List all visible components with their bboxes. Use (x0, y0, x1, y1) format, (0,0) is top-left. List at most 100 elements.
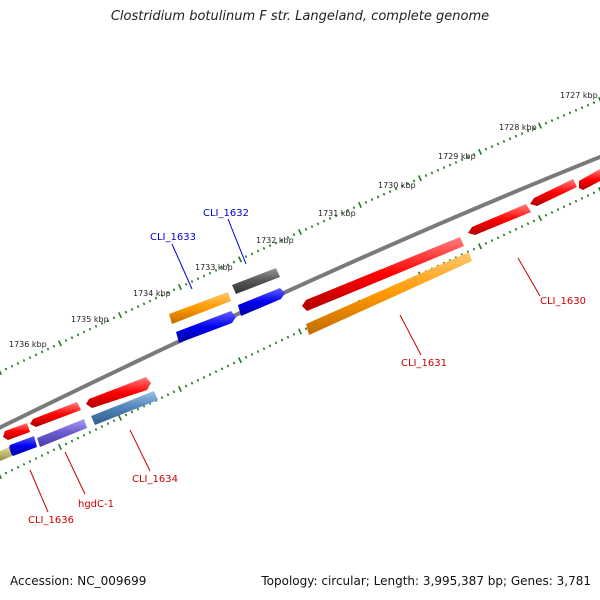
outer-scale-minor-tick (46, 347, 50, 351)
outer-scale-minor-tick (64, 339, 68, 342)
leader-cli1631 (399, 314, 422, 356)
outer-scale-minor-tick (274, 241, 278, 245)
inner-scale-minor-tick (514, 227, 518, 231)
inner-scale-minor-tick (166, 393, 170, 397)
outer-scale-minor-tick (286, 236, 290, 239)
gene-label-cli1632[interactable]: CLI_1632 (203, 208, 249, 219)
gene-label-cli1630[interactable]: CLI_1630 (540, 296, 586, 307)
inner-scale-minor-tick (280, 338, 284, 342)
outer-scale-minor-tick (28, 356, 32, 360)
outer-scale-minor-tick (34, 353, 38, 357)
gene-red-upper-3[interactable] (302, 237, 464, 311)
inner-scale-minor-tick (484, 241, 488, 245)
outer-scale-minor-tick (4, 367, 8, 371)
inner-scale-minor-tick (268, 344, 272, 348)
inner-scale-major-tick (537, 214, 543, 222)
inner-scale-minor-tick (220, 367, 224, 371)
inner-scale-minor-tick (274, 341, 278, 345)
inner-scale-major-tick (117, 414, 123, 421)
scale-label-1735: 1735 kbp (71, 315, 109, 324)
outer-scale-minor-tick (184, 282, 188, 286)
scale-label-1736: 1736 kbp (9, 340, 47, 349)
gene-label-cli1636[interactable]: CLI_1636 (28, 515, 74, 526)
outer-scale-minor-tick (532, 126, 536, 130)
inner-scale-minor-tick (190, 381, 194, 385)
inner-scale-minor-tick (4, 471, 8, 475)
outer-scale-minor-tick (586, 103, 590, 107)
outer-scale-minor-tick (262, 246, 266, 250)
gene-blue-upper[interactable] (238, 288, 285, 316)
inner-scale-minor-tick (556, 208, 560, 212)
label-leader-lines (29, 218, 541, 513)
outer-scale-minor-tick (484, 147, 488, 151)
outer-scale-minor-tick (82, 330, 86, 334)
outer-scale-minor-tick (520, 132, 524, 136)
inner-scale-minor-tick (574, 199, 578, 203)
inner-scale-minor-tick (292, 332, 296, 336)
gene-label-hgdc1[interactable]: hgdC-1 (78, 499, 114, 510)
outer-scale-minor-tick (244, 255, 248, 259)
inner-scale-minor-tick (106, 422, 110, 426)
gene-gray-cli1632[interactable] (232, 268, 280, 294)
outer-scale-major-tick (358, 201, 362, 209)
outer-scale-minor-tick (574, 108, 578, 112)
gene-khaki-edge[interactable] (0, 447, 12, 461)
inner-scale-minor-tick (28, 459, 32, 463)
inner-scale-minor-tick (172, 390, 176, 394)
gene-orange-cli1633[interactable] (169, 292, 231, 324)
outer-scale-minor-tick (166, 291, 170, 295)
outer-scale-major-tick (478, 148, 482, 155)
inner-scale-minor-tick (94, 428, 98, 431)
gene-steelblue-cli1634[interactable] (91, 391, 158, 425)
inner-scale-minor-tick (250, 352, 254, 356)
gene-blue-cli1636[interactable] (8, 436, 37, 456)
gene-orange-cli1631[interactable] (306, 252, 472, 335)
outer-scale-minor-tick (154, 296, 158, 300)
outer-scale-minor-tick (40, 350, 44, 354)
inner-scale-major-tick (297, 328, 303, 335)
gene-blue-cli1633[interactable] (176, 311, 236, 343)
outer-scale-minor-tick (292, 233, 296, 237)
outer-scale-minor-tick (580, 106, 584, 110)
gene-red-upper-1[interactable] (530, 179, 577, 206)
outer-scale-minor-tick (250, 252, 254, 256)
gene-red-lower-3[interactable] (3, 423, 30, 440)
gene-red-lower-2[interactable] (30, 402, 81, 427)
outer-scale-minor-tick (376, 195, 380, 199)
outer-scale-minor-tick (394, 187, 398, 191)
outer-scale-minor-tick (508, 137, 512, 141)
outer-scale-minor-tick (52, 344, 56, 348)
inner-scale-minor-tick (88, 430, 92, 434)
scale-label-1728: 1728 kbp (499, 123, 537, 132)
scale-label-1730: 1730 kbp (378, 181, 416, 190)
map-title: Clostridium botulinum F str. Langeland, … (110, 9, 490, 24)
gene-purple-hgdc1[interactable] (37, 419, 87, 447)
outer-scale-minor-tick (550, 119, 554, 123)
outer-scale-minor-tick (454, 160, 458, 164)
leader-cli1634 (129, 429, 151, 472)
inner-scale-minor-tick (160, 396, 164, 400)
topology-text: Topology: circular; Length: 3,995,387 bp… (261, 574, 591, 588)
gene-labels: CLI_1632 CLI_1633 CLI_1630 CLI_1631 CLI_… (28, 208, 586, 526)
outer-scale-minor-tick (76, 333, 80, 337)
outer-scale-minor-tick (328, 216, 332, 220)
inner-scale-major-tick (237, 357, 243, 364)
gene-label-cli1634[interactable]: CLI_1634 (132, 474, 178, 485)
scale-label-1732: 1732 kbp (256, 236, 294, 245)
inner-scale-minor-tick (244, 355, 248, 359)
outer-scale-minor-tick (316, 222, 320, 226)
scale-label-1727: 1727 kbp (560, 91, 598, 100)
inner-scale-minor-tick (532, 219, 536, 223)
gene-label-cli1633[interactable]: CLI_1633 (150, 232, 196, 243)
outer-scale-minor-tick (400, 184, 404, 188)
scale-label-1734: 1734 kbp (133, 289, 171, 298)
outer-scale-minor-tick (460, 158, 464, 162)
outer-scale-minor-tick (10, 364, 14, 368)
leader-hgdc1 (64, 451, 86, 495)
inner-scale-minor-tick (46, 451, 50, 455)
gene-label-cli1631[interactable]: CLI_1631 (401, 358, 447, 369)
gene-red-upper-2[interactable] (468, 204, 531, 235)
gene-red-lower-1[interactable] (86, 377, 151, 408)
gene-red-right-edge[interactable] (579, 169, 600, 190)
